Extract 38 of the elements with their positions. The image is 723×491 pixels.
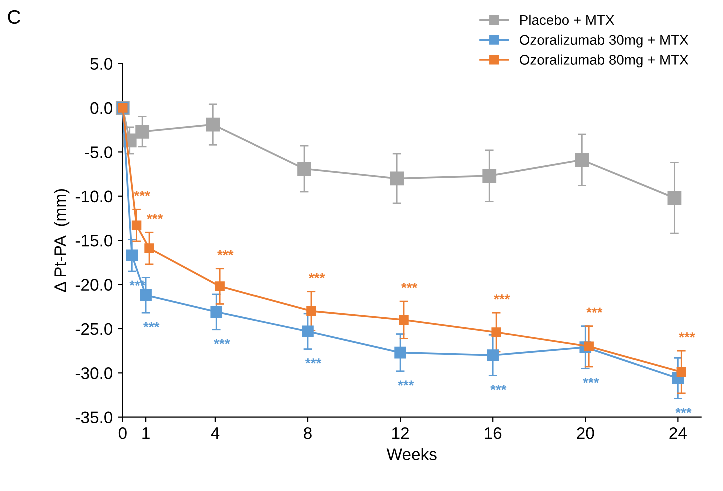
y-tick-label: -5.0 bbox=[85, 146, 113, 158]
y-tick-label: -15.0 bbox=[76, 234, 113, 247]
y-tick-label: 0.0 bbox=[90, 102, 113, 114]
annotation: *** bbox=[494, 294, 510, 300]
legend-label: Ozoralizumab 80mg + MTX bbox=[520, 54, 689, 68]
annotation: *** bbox=[676, 408, 692, 414]
x-tick-label: 12 bbox=[392, 428, 409, 440]
y-tick-label: -25.0 bbox=[76, 323, 113, 336]
y-axis-title: Δ Pt-PA (mm) bbox=[54, 189, 70, 292]
x-axis-title: Weeks bbox=[386, 448, 437, 460]
legend-label: Ozoralizumab 30mg + MTX bbox=[520, 34, 689, 48]
annotation: *** bbox=[583, 378, 600, 384]
annotation: *** bbox=[134, 191, 150, 196]
x-tick-label: 20 bbox=[577, 428, 594, 440]
y-tick-label: -10.0 bbox=[76, 190, 113, 203]
x-tick-label: 0 bbox=[118, 428, 127, 440]
x-tick-label: 4 bbox=[211, 428, 220, 440]
legend-label: Placebo + MTX bbox=[520, 14, 614, 26]
y-tick-label: -35.0 bbox=[76, 412, 113, 424]
annotation: *** bbox=[218, 250, 234, 256]
x-tick-label: 1 bbox=[142, 428, 150, 440]
annotation: *** bbox=[305, 358, 322, 364]
annotation: *** bbox=[679, 332, 696, 338]
annotation: *** bbox=[586, 308, 603, 314]
x-tick-label: 16 bbox=[485, 428, 502, 440]
annotation: *** bbox=[402, 283, 418, 288]
annotation: *** bbox=[398, 380, 414, 386]
x-tick-label: 24 bbox=[670, 428, 687, 440]
annotation: *** bbox=[308, 273, 326, 279]
y-tick-label: -20.0 bbox=[76, 279, 113, 291]
annotation: *** bbox=[490, 385, 507, 390]
annotation: *** bbox=[144, 322, 160, 328]
annotation: *** bbox=[214, 339, 230, 344]
annotation: *** bbox=[147, 214, 164, 220]
x-tick-label: 8 bbox=[304, 428, 312, 440]
y-tick-label: -30.0 bbox=[76, 368, 113, 380]
y-tick-label: 5.0 bbox=[90, 58, 113, 70]
text: C bbox=[8, 10, 21, 24]
